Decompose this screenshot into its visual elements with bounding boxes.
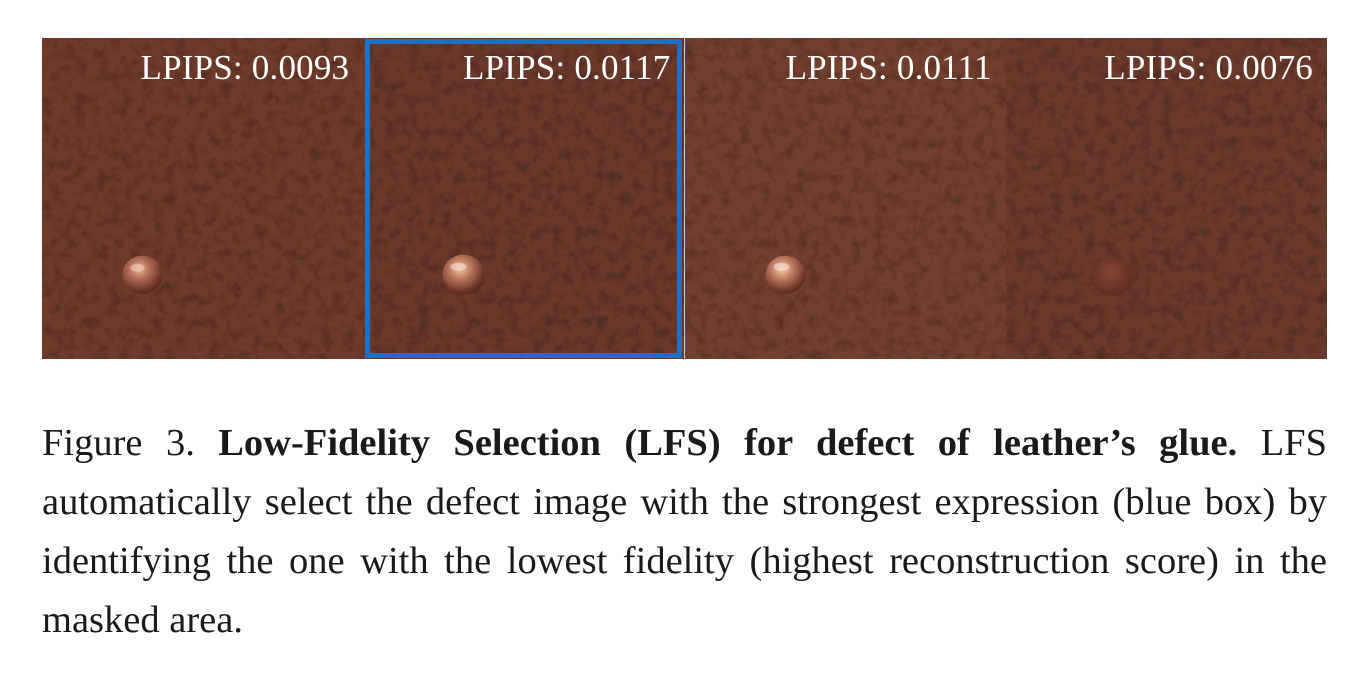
leather-texture-image <box>42 38 364 359</box>
figure-image-strip: LPIPS: 0.0093 LPIPS: 0.0117 <box>42 38 1327 359</box>
figure-caption-title: Low-Fidelity Selection (LFS) for defect … <box>218 422 1238 464</box>
leather-texture-image <box>1005 38 1327 359</box>
figure-caption: Figure 3. Low-Fidelity Selection (LFS) f… <box>42 414 1327 650</box>
lpips-score-label: LPIPS: 0.0076 <box>1104 48 1313 87</box>
leather-texture-image <box>684 38 1006 359</box>
lpips-score-label: LPIPS: 0.0093 <box>140 48 350 87</box>
leather-panel-2: LPIPS: 0.0117 <box>363 38 685 359</box>
leather-panel-1: LPIPS: 0.0093 <box>42 38 364 359</box>
figure-caption-body: LFS automatically select the defect imag… <box>42 422 1327 641</box>
lpips-score-label: LPIPS: 0.0117 <box>463 48 671 87</box>
leather-panel-4: LPIPS: 0.0076 <box>1005 38 1327 359</box>
lpips-score-label: LPIPS: 0.0111 <box>785 48 992 87</box>
leather-texture-image <box>363 38 685 359</box>
leather-panel-3: LPIPS: 0.0111 <box>684 38 1006 359</box>
figure-number: Figure 3. <box>42 422 219 464</box>
